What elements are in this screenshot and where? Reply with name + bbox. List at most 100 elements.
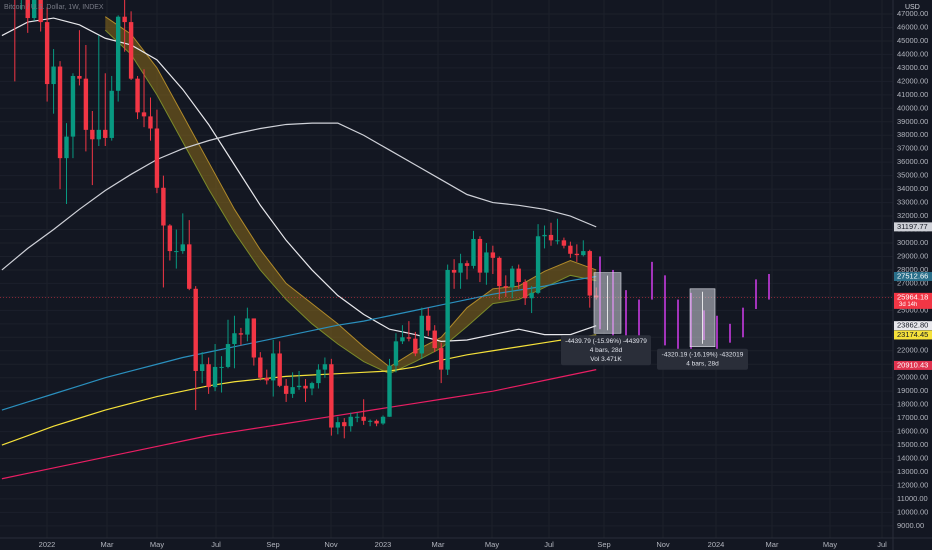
candle-body: [561, 240, 567, 246]
y-tick-label: 9000.00: [897, 521, 924, 530]
y-tick-label: 20000.00: [897, 373, 928, 382]
candle-body: [212, 366, 218, 388]
x-tick-label: 2022: [39, 540, 56, 549]
price-label-bg: [894, 272, 932, 282]
y-tick-label: 14000.00: [897, 454, 928, 463]
candle-body: [141, 112, 147, 117]
price-label: 31197.77: [897, 222, 928, 231]
candle-body: [587, 251, 592, 296]
candle-body: [128, 22, 134, 79]
y-tick-label: 17000.00: [897, 413, 928, 422]
y-tick-label: 22000.00: [897, 346, 928, 355]
candle-body: [245, 318, 250, 335]
x-tick-label: Nov: [656, 540, 670, 549]
y-tick-label: 46000.00: [897, 22, 928, 31]
price-label-bg: [894, 222, 932, 232]
candle-body: [219, 366, 224, 368]
candle-body: [374, 420, 379, 424]
candle-body: [367, 420, 373, 422]
candle-body: [135, 78, 140, 113]
candle-body: [148, 116, 153, 129]
candle-body: [225, 344, 231, 367]
candle-body: [122, 16, 127, 23]
y-tick-label: 33000.00: [897, 198, 928, 207]
measure-label-bg: [657, 348, 748, 370]
y-tick-label: 47000.00: [897, 9, 928, 18]
indicator-line: [1, 17, 597, 342]
x-tick-label: 2023: [375, 540, 392, 549]
candle-body: [238, 333, 244, 335]
measure-label: 4 bars, 28d: [590, 347, 623, 354]
y-tick-label: 44000.00: [897, 49, 928, 58]
candle-body: [296, 385, 302, 388]
candle-body: [413, 338, 418, 354]
candle-body: [451, 269, 457, 273]
x-tick-label: Sep: [266, 540, 279, 549]
candle-body: [510, 268, 515, 288]
price-label: 27512.66: [897, 271, 928, 280]
price-label-bg: [894, 330, 932, 340]
candle-body: [393, 341, 399, 366]
candle-body: [103, 129, 108, 138]
candle-body: [64, 136, 69, 159]
candle-body: [303, 385, 308, 389]
indicator-line: [1, 369, 597, 480]
candle-body: [329, 364, 334, 428]
candle-body: [458, 263, 463, 273]
candle-body: [90, 129, 95, 140]
candle-body: [335, 422, 341, 428]
x-tick-label: Sep: [597, 540, 610, 549]
x-tick-label: 2024: [708, 540, 725, 549]
candle-body: [258, 357, 263, 378]
candle-body: [406, 337, 412, 339]
price-label-bg: [894, 360, 932, 370]
axes: 9000.00 10000.00 11000.00 12000.00 13000.00 1…: [39, 9, 932, 549]
y-tick-label: 43000.00: [897, 63, 928, 72]
candle-body: [419, 315, 424, 354]
y-tick-label: 40000.00: [897, 103, 928, 112]
measure-label: 4 bars, 28d: [686, 360, 719, 367]
x-tick-label: Nov: [324, 540, 338, 549]
candle-body: [535, 236, 541, 293]
price-label: 25964.18: [897, 292, 928, 301]
x-tick-label: May: [823, 540, 837, 549]
candle-body: [32, 0, 37, 19]
candle-body: [199, 364, 205, 371]
price-label: 20910.43: [897, 360, 928, 369]
price-label: 23174.45: [897, 330, 928, 339]
candle-body: [277, 353, 282, 386]
y-tick-label: 30000.00: [897, 238, 928, 247]
candle-body: [322, 364, 328, 370]
x-tick-label: Mar: [432, 540, 445, 549]
y-tick-label: 16000.00: [897, 427, 928, 436]
candle-body: [529, 292, 534, 299]
candle-body: [522, 282, 528, 299]
candle-body: [187, 244, 192, 289]
y-tick-label: 12000.00: [897, 480, 928, 489]
candle-body: [264, 377, 269, 381]
candle-body: [355, 416, 360, 418]
candle-body: [70, 75, 76, 137]
x-tick-label: Jul: [544, 540, 554, 549]
candle-body: [193, 288, 198, 371]
x-tick-label: Mar: [766, 540, 779, 549]
candle-body: [484, 252, 489, 273]
price-label-bg: [894, 292, 932, 309]
y-tick-label: 42000.00: [897, 76, 928, 85]
candle-body: [432, 330, 437, 349]
x-tick-label: Jul: [211, 540, 221, 549]
candle-body: [316, 369, 321, 384]
candle-body: [361, 416, 366, 421]
price-label-sub: 3d 14h: [899, 302, 917, 308]
y-tick-label: 32000.00: [897, 211, 928, 220]
candle-body: [542, 234, 547, 237]
candle-body: [348, 416, 353, 427]
x-tick-label: May: [150, 540, 164, 549]
candle-body: [38, 0, 43, 23]
y-tick-label: 35000.00: [897, 171, 928, 180]
y-tick-label: 28000.00: [897, 265, 928, 274]
indicator-line: [1, 275, 597, 411]
y-tick-label: 45000.00: [897, 36, 928, 45]
candle-body: [477, 238, 483, 273]
